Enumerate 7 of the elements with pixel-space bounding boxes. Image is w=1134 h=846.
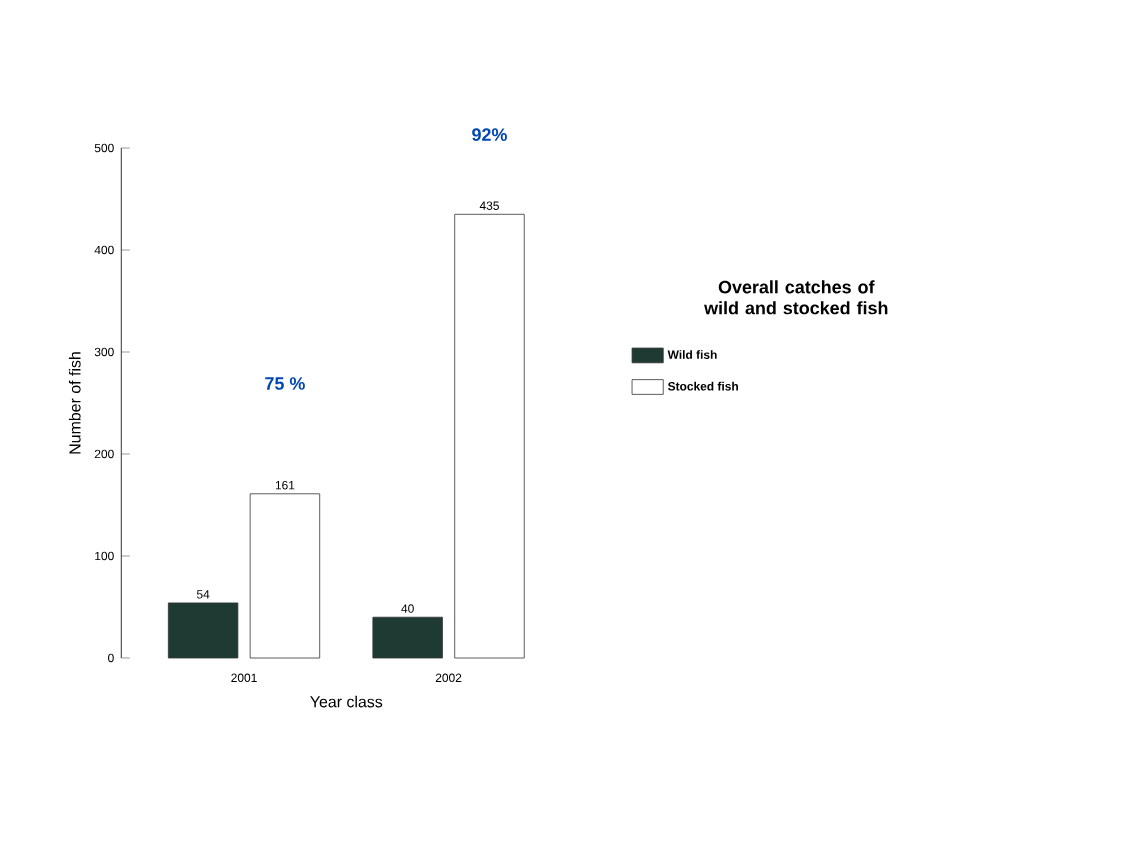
text: 92% bbox=[472, 128, 507, 141]
annotation: 75 % bbox=[265, 377, 305, 390]
bar bbox=[249, 493, 321, 659]
bar bbox=[167, 602, 239, 659]
bar bbox=[454, 213, 525, 659]
bar bbox=[372, 616, 443, 659]
legend-title: Overall catches of wild and stocked fish bbox=[704, 280, 888, 315]
